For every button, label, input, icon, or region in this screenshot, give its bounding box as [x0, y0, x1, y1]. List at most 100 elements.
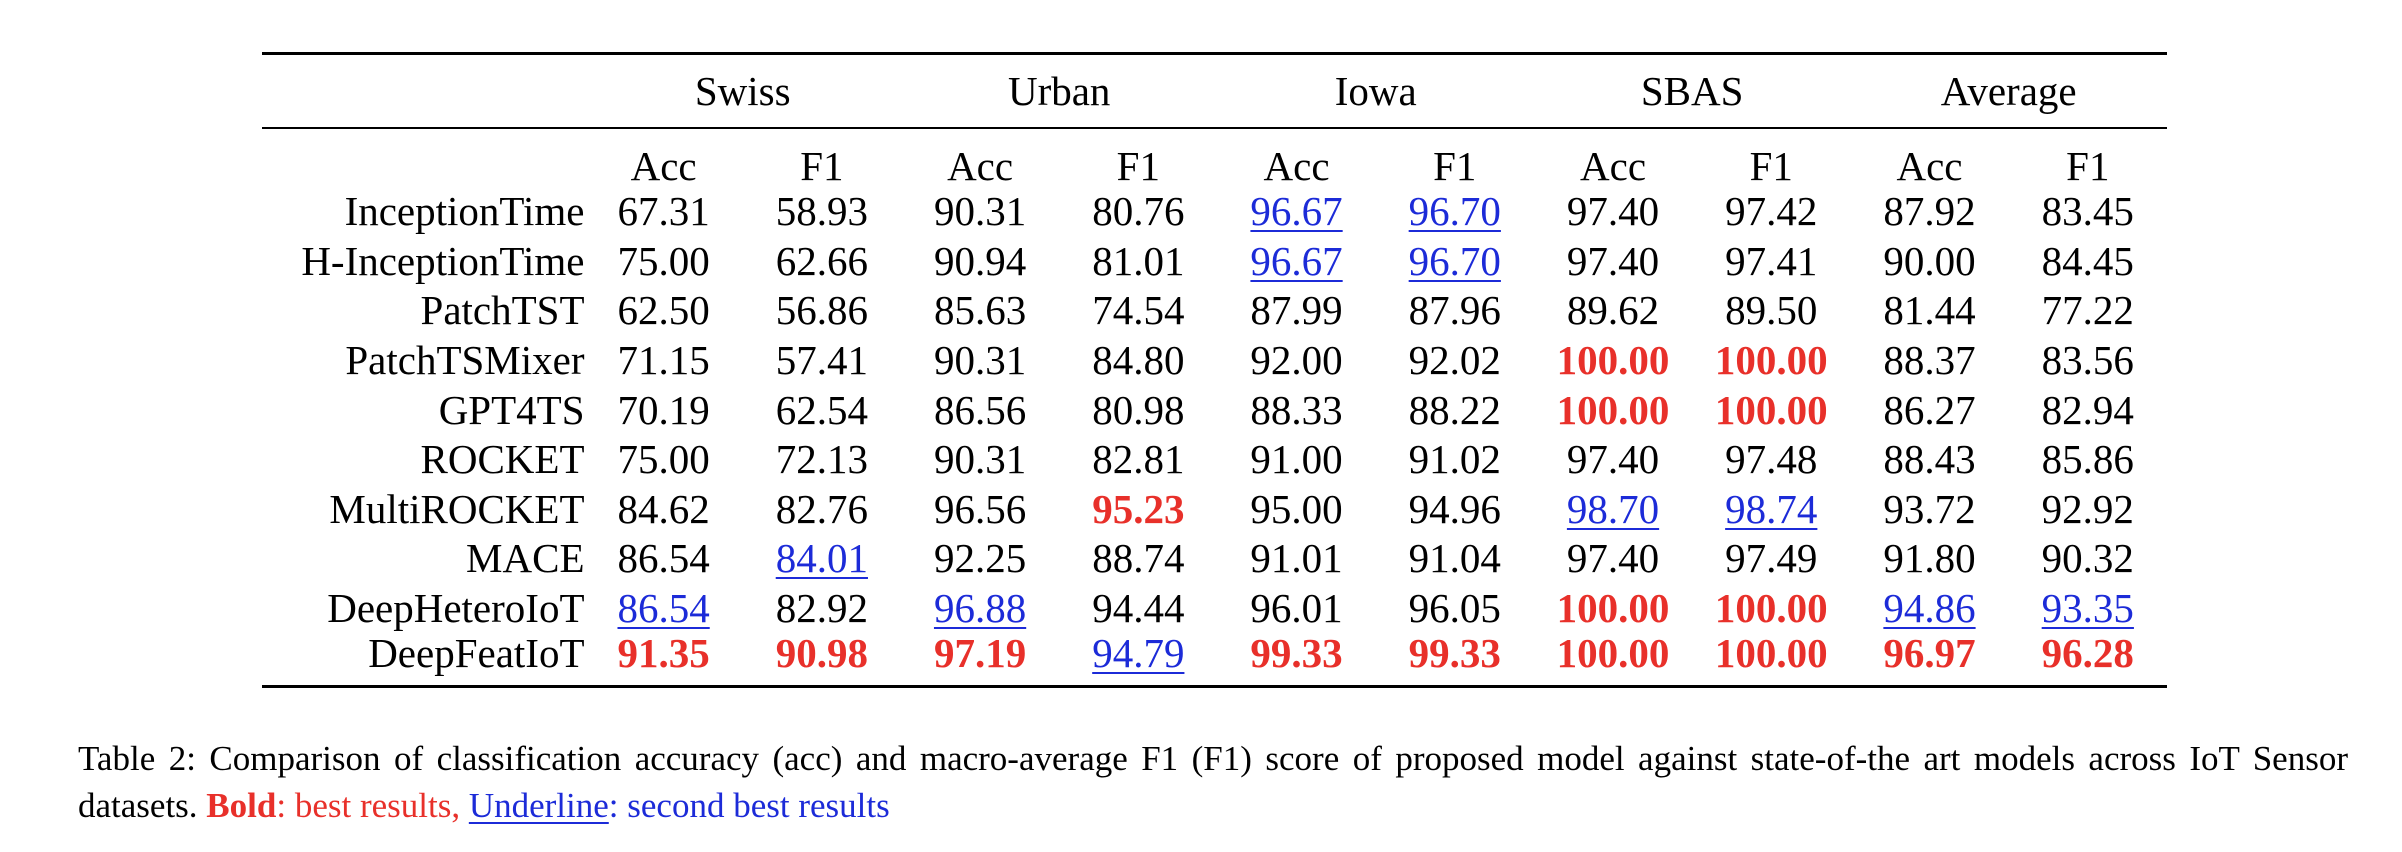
dataset-header: Swiss — [694, 67, 791, 114]
score-value: 92.25 — [933, 535, 1027, 582]
score-cell: 100.00 — [1692, 385, 1850, 435]
score-value: 96.05 — [1408, 585, 1501, 632]
score-value: 89.50 — [1725, 287, 1818, 334]
score-cell: 96.05 — [1376, 584, 1534, 634]
score-cell: 80.76 — [1059, 187, 1217, 237]
score-cell: 91.00 — [1217, 435, 1375, 485]
score-value: 88.37 — [1883, 337, 1976, 384]
score-cell: 81.01 — [1059, 237, 1217, 287]
metric-header-row: Acc F1 Acc F1 Acc F1 Acc F1 Acc F1 — [262, 128, 2167, 187]
score-value: 100.00 — [1714, 337, 1828, 384]
score-value: 97.19 — [933, 630, 1027, 677]
table-row: MultiROCKET 84.62 82.76 96.56 95.23 95.00 94.9… — [262, 485, 2167, 535]
legend-underline-desc: : second best results — [608, 786, 890, 825]
score-value: 62.50 — [617, 287, 710, 334]
table-row: InceptionTime 67.31 58.93 90.31 80.76 96.67 96… — [262, 187, 2167, 237]
score-cell: 57.41 — [743, 336, 901, 386]
score-value: 84.45 — [2041, 237, 2134, 284]
score-cell: 96.88 — [901, 584, 1059, 634]
score-value: 86.27 — [1883, 386, 1976, 433]
score-cell: 86.56 — [901, 385, 1059, 435]
score-cell: 90.94 — [901, 237, 1059, 287]
score-cell: 90.31 — [901, 435, 1059, 485]
score-cell: 75.00 — [585, 435, 743, 485]
score-value: 96.56 — [933, 485, 1027, 532]
results-table: Swiss Urban Iowa SBAS Average Acc F1 Acc… — [262, 52, 2167, 688]
score-value: 100.00 — [1714, 585, 1828, 632]
score-value: 95.23 — [1092, 485, 1185, 532]
score-cell: 91.01 — [1217, 534, 1375, 584]
legend-bold-desc: : best results, — [276, 786, 461, 825]
score-cell: 72.13 — [743, 435, 901, 485]
model-name: MACE — [466, 535, 585, 582]
score-value: 100.00 — [1556, 337, 1670, 384]
score-value: 90.31 — [933, 188, 1027, 235]
metric-header: Acc — [1580, 143, 1647, 189]
score-cell: 90.00 — [1850, 237, 2008, 287]
score-cell: 93.72 — [1850, 485, 2008, 535]
score-value: 74.54 — [1092, 287, 1185, 334]
score-cell: 86.54 — [585, 584, 743, 634]
score-value: 83.56 — [2041, 337, 2134, 384]
score-value: 87.99 — [1250, 287, 1343, 334]
table-row: H-InceptionTime 75.00 62.66 90.94 81.01 96.67… — [262, 237, 2167, 287]
score-cell: 91.35 — [585, 633, 743, 687]
dataset-header: Average — [1940, 67, 2077, 114]
score-value: 87.92 — [1883, 188, 1976, 235]
score-cell: 82.76 — [743, 485, 901, 535]
score-value: 82.81 — [1092, 436, 1185, 483]
score-value: 92.00 — [1250, 337, 1343, 384]
score-value: 62.54 — [775, 386, 868, 433]
score-cell: 77.22 — [2009, 286, 2167, 336]
score-cell: 96.70 — [1376, 187, 1534, 237]
score-value: 96.70 — [1408, 188, 1501, 235]
score-cell: 88.33 — [1217, 385, 1375, 435]
dataset-header-row: Swiss Urban Iowa SBAS Average — [262, 53, 2167, 129]
score-cell: 56.86 — [743, 286, 901, 336]
score-value: 100.00 — [1556, 386, 1670, 433]
score-cell: 87.92 — [1850, 187, 2008, 237]
score-value: 85.63 — [933, 287, 1027, 334]
score-value: 90.94 — [933, 237, 1027, 284]
score-value: 96.01 — [1250, 585, 1343, 632]
score-value: 82.92 — [775, 585, 868, 632]
score-cell: 90.32 — [2009, 534, 2167, 584]
score-value: 85.86 — [2041, 436, 2134, 483]
score-cell: 97.49 — [1692, 534, 1850, 584]
metric-header: Acc — [1263, 143, 1330, 189]
score-value: 98.74 — [1725, 485, 1818, 532]
score-value: 56.86 — [775, 287, 868, 334]
score-value: 96.67 — [1250, 188, 1343, 235]
score-cell: 88.22 — [1376, 385, 1534, 435]
corner-cell — [262, 54, 585, 129]
score-value: 91.35 — [617, 630, 710, 677]
score-cell: 62.50 — [585, 286, 743, 336]
score-cell: 100.00 — [1534, 584, 1692, 634]
model-name: DeepFeatIoT — [368, 630, 585, 677]
score-cell: 92.02 — [1376, 336, 1534, 386]
legend-underline-label: Underline — [468, 786, 609, 825]
metric-header: F1 — [800, 143, 844, 189]
score-value: 100.00 — [1714, 386, 1828, 433]
model-name: PatchTST — [420, 287, 585, 334]
score-cell: 100.00 — [1692, 336, 1850, 386]
score-cell: 92.92 — [2009, 485, 2167, 535]
score-cell: 97.40 — [1534, 534, 1692, 584]
model-name: H-InceptionTime — [301, 237, 585, 284]
score-value: 75.00 — [617, 237, 710, 284]
score-value: 70.19 — [617, 386, 710, 433]
score-cell: 80.98 — [1059, 385, 1217, 435]
score-value: 84.01 — [775, 535, 868, 582]
score-value: 80.76 — [1092, 188, 1185, 235]
table-row: PatchTST 62.50 56.86 85.63 74.54 87.99 87.96 89… — [262, 286, 2167, 336]
corner-cell — [262, 128, 585, 187]
table-row: DeepFeatIoT 91.35 90.98 97.19 94.79 99.33 99.3… — [262, 633, 2167, 687]
score-cell: 88.74 — [1059, 534, 1217, 584]
score-value: 90.32 — [2041, 535, 2134, 582]
table-body: InceptionTime 67.31 58.93 90.31 80.76 96.67 96… — [262, 187, 2167, 687]
score-cell: 95.23 — [1059, 485, 1217, 535]
score-cell: 86.27 — [1850, 385, 2008, 435]
score-cell: 97.19 — [901, 633, 1059, 687]
score-cell: 94.86 — [1850, 584, 2008, 634]
metric-header: Acc — [1896, 143, 1963, 189]
